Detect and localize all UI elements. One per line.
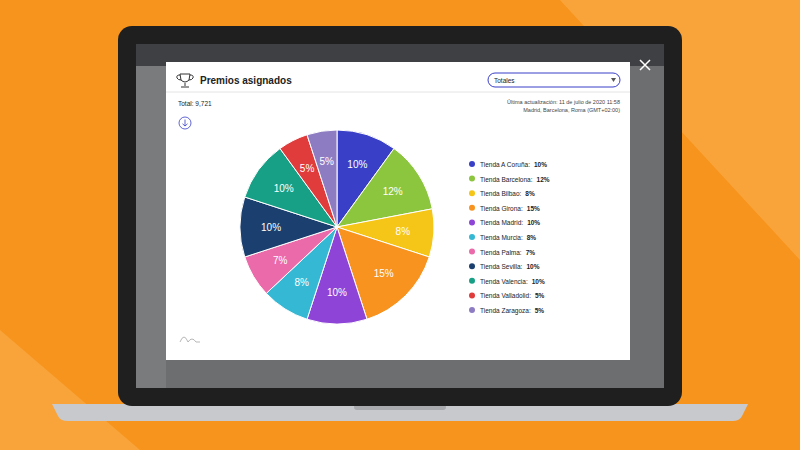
legend-label: Tienda Madrid: 10%	[480, 219, 540, 226]
legend-item: Tienda Madrid: 10%	[469, 219, 540, 226]
legend-swatch	[469, 234, 475, 240]
legend-value: 10%	[527, 219, 540, 226]
slice-label: 10%	[274, 183, 294, 194]
legend-name: Tienda Madrid:	[480, 219, 523, 226]
screen	[136, 44, 664, 388]
app-sidebar	[136, 66, 166, 388]
legend-swatch	[469, 263, 475, 269]
legend-name: Tienda Palma:	[480, 248, 522, 255]
trophy-icon	[177, 74, 193, 87]
legend-label: Tienda Murcia: 8%	[480, 234, 536, 241]
close-icon[interactable]	[640, 60, 650, 70]
slice	[307, 130, 337, 227]
slice-label: 10%	[327, 287, 347, 298]
legend-swatch	[469, 307, 475, 313]
total: Total: 9,721	[178, 100, 212, 107]
legend-value: 5%	[535, 307, 545, 314]
legend-label: Tienda A Coruña: 10%	[480, 161, 547, 168]
legend-item: Tienda Valladolid: 5%	[469, 292, 545, 299]
legend-name: Tienda Valencia:	[480, 277, 528, 284]
slice-label: 10%	[261, 222, 281, 233]
dropdown[interactable]	[488, 73, 620, 87]
legend-item: Tienda Palma: 7%	[469, 248, 535, 255]
slice-label: 5%	[319, 156, 334, 167]
slice-label: 5%	[300, 163, 315, 174]
footer-icon	[180, 337, 200, 342]
modal-divider	[166, 92, 630, 93]
legend-swatch	[469, 176, 475, 182]
download-icon[interactable]	[179, 117, 191, 129]
legend: Tienda A Coruña:10%Tienda Barcelona:12%T…	[469, 161, 550, 315]
laptop-base	[52, 404, 748, 421]
legend-name: Tienda Valladolid:	[480, 292, 531, 299]
legend-swatch	[469, 205, 475, 211]
background	[0, 0, 800, 450]
slice-label: 12%	[383, 186, 403, 197]
legend-swatch	[469, 292, 475, 298]
legend-value: 10%	[526, 263, 539, 270]
legend-value: 5%	[535, 292, 545, 299]
legend-value: 10%	[534, 161, 547, 168]
legend-label: Tienda Barcelona: 12%	[480, 175, 550, 182]
legend-swatch	[469, 249, 475, 255]
legend-swatch	[469, 161, 475, 167]
dropdown-label: Totales	[494, 77, 515, 84]
slice-label: 8%	[396, 226, 411, 237]
slice-label: 10%	[347, 159, 367, 170]
legend-value: 8%	[527, 234, 537, 241]
legend-swatch	[469, 219, 475, 225]
modal	[166, 62, 630, 360]
legend-value: 12%	[537, 175, 550, 182]
legend-name: Tienda Murcia:	[480, 234, 523, 241]
update-zone: Madrid, Barcelona, Roma (GMT+02:00)	[523, 107, 620, 113]
canvas: Premios asignados Totales Total: 9,721 Últi…	[0, 0, 800, 450]
slice-labels: 10% 12% 8% 15% 10% 8% 7% 10% 10% 5% 5%	[261, 156, 410, 298]
legend-name: Tienda Barcelona:	[480, 175, 533, 182]
slice-label: 7%	[273, 255, 288, 266]
legend-swatch	[469, 278, 475, 284]
legend-item: Tienda Zaragoza: 5%	[469, 307, 544, 315]
legend-item: Tienda A Coruña: 10%	[469, 161, 547, 168]
legend-value: 8%	[525, 190, 535, 197]
legend-item: Tienda Sevilla:10%	[469, 263, 540, 270]
download-arrow	[183, 120, 188, 127]
legend-name: Tienda Zaragoza:	[480, 307, 531, 315]
dropdown-arrow	[611, 78, 616, 82]
legend-name: Tienda Girona:	[480, 204, 523, 211]
legend-label: Tienda Valladolid: 5%	[480, 292, 545, 299]
legend-label: Tienda Girona: 15%	[480, 204, 540, 211]
legend-value: 10%	[532, 277, 545, 284]
laptop-bezel	[118, 26, 682, 406]
legend-item: Tienda Barcelona: 12%	[469, 175, 550, 182]
slice-label: 15%	[374, 268, 394, 279]
title: Premios asignados	[200, 75, 292, 86]
legend-value: 7%	[526, 248, 536, 255]
update-date: Última actualización: 11 de julio de 202…	[507, 99, 620, 105]
legend-name: Tienda Sevilla:	[480, 263, 523, 270]
legend-label: Tienda Valencia: 10%	[480, 277, 545, 284]
legend-name: Tienda Bilbao:	[480, 190, 522, 197]
legend-item: Tienda Valencia: 10%	[469, 277, 545, 284]
legend-item: Tienda Girona: 15%	[469, 204, 540, 211]
pie	[240, 130, 434, 324]
legend-item: Tienda Murcia: 8%	[469, 234, 536, 241]
legend-label: Tienda Bilbao:8%	[480, 190, 535, 197]
legend-value: 15%	[527, 204, 540, 211]
legend-item: Tienda Bilbao:8%	[469, 190, 535, 197]
legend-label: Tienda Zaragoza: 5%	[480, 307, 544, 315]
legend-swatch	[469, 190, 475, 196]
legend-label: Tienda Palma: 7%	[480, 248, 535, 255]
legend-name: Tienda A Coruña:	[480, 161, 530, 168]
slice-label: 8%	[294, 277, 309, 288]
legend-label: Tienda Sevilla:10%	[480, 263, 540, 270]
